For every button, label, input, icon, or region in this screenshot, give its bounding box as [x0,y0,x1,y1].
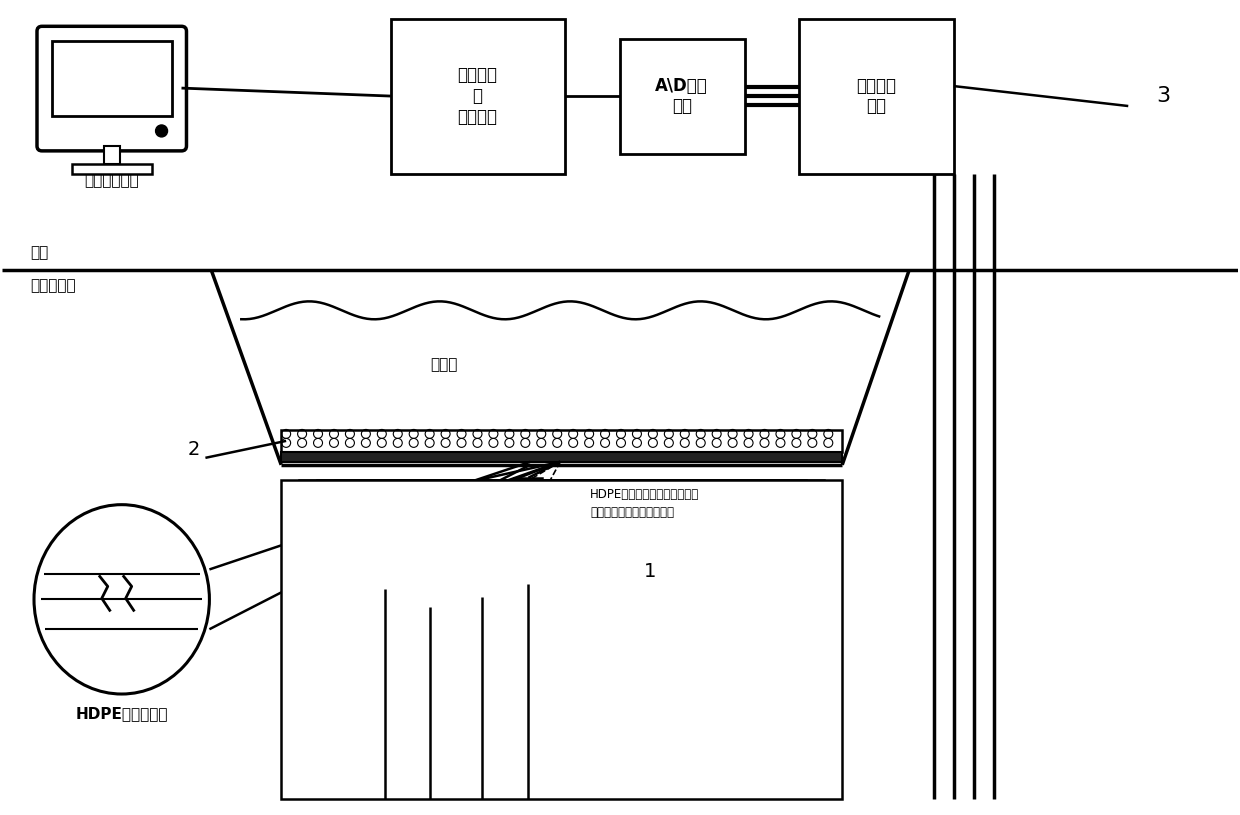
Text: 2: 2 [187,440,200,460]
Text: 垃圾层: 垃圾层 [430,358,458,372]
Text: 数据处理终端: 数据处理终端 [84,174,139,188]
Text: HDPE膜发生破裂: HDPE膜发生破裂 [76,707,167,721]
FancyBboxPatch shape [37,26,186,151]
Text: 地表: 地表 [30,245,48,261]
Bar [469,538,496,579]
Bar [371,530,399,571]
Bar [515,478,542,516]
Text: 测错设在层下方的检验器中: 测错设在层下方的检验器中 [590,506,675,519]
Text: HDPE膜破裂时产生应力波传号: HDPE膜破裂时产生应力波传号 [590,488,699,501]
Bar [52,42,171,116]
Circle shape [155,125,167,137]
Text: 1: 1 [644,562,656,581]
Text: 天然土壤层: 天然土壤层 [30,279,76,293]
Text: 信号调理
电路: 信号调理 电路 [856,77,897,116]
Bar [281,480,842,799]
Bar [420,490,449,527]
Bar [391,20,565,174]
Text: 主控芯片
及
外围电路: 主控芯片 及 外围电路 [458,66,497,126]
Bar [620,39,744,154]
Bar [800,20,954,174]
Bar [281,452,842,462]
Bar [415,548,444,589]
Bar [72,164,151,174]
Bar [281,430,842,452]
Bar [467,490,496,527]
Bar [104,146,120,164]
Bar [317,480,806,763]
Text: A\D转换
电路: A\D转换 电路 [656,77,708,116]
Bar [335,480,789,745]
Text: 3: 3 [1156,86,1171,106]
Bar [515,525,542,566]
Bar [299,480,825,781]
